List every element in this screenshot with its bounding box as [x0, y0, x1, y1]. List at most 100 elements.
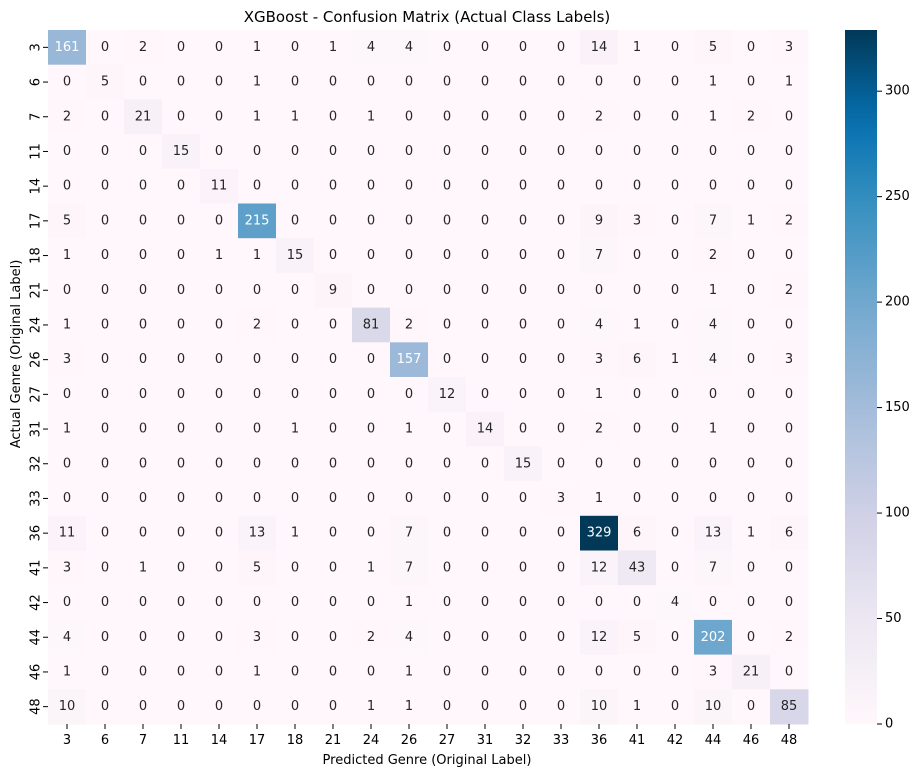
heatmap-cell — [276, 30, 315, 66]
cell-value: 0 — [481, 213, 489, 228]
y-tick-label: 17 — [29, 213, 44, 230]
cell-value: 3 — [557, 491, 565, 506]
heatmap-cell — [656, 307, 695, 343]
cell-value: 0 — [481, 179, 489, 194]
heatmap-cell — [200, 481, 239, 517]
heatmap-cell — [466, 238, 505, 274]
cell-value: 0 — [215, 40, 223, 55]
heatmap-cell — [428, 168, 467, 204]
heatmap-cell — [352, 446, 391, 482]
heatmap-cell — [466, 64, 505, 100]
cell-value: 0 — [101, 630, 109, 645]
heatmap-cell — [276, 515, 315, 551]
cell-value: 0 — [215, 456, 223, 471]
cell-value: 0 — [481, 75, 489, 90]
heatmap-cell — [162, 446, 201, 482]
cell-value: 1 — [405, 595, 413, 610]
cell-value: 4 — [709, 352, 717, 367]
cell-value: 0 — [443, 109, 451, 124]
heatmap-cell — [314, 619, 353, 656]
heatmap-cell — [580, 307, 619, 343]
heatmap-cell — [770, 619, 809, 656]
cell-value: 0 — [633, 456, 641, 471]
cell-value: 0 — [481, 526, 489, 541]
heatmap-cell — [352, 377, 391, 413]
cell-value: 81 — [363, 317, 380, 332]
heatmap-cell — [124, 30, 163, 66]
heatmap-cell — [770, 99, 809, 135]
cell-value: 4 — [405, 630, 413, 645]
heatmap-cell — [504, 342, 543, 378]
heatmap-cell — [504, 481, 543, 517]
cell-value: 0 — [481, 40, 489, 55]
heatmap-cell — [124, 446, 163, 482]
cell-value: 0 — [63, 144, 71, 159]
cell-value: 0 — [557, 40, 565, 55]
heatmap-cell — [390, 377, 429, 413]
heatmap-cell — [618, 342, 657, 378]
cell-value: 0 — [291, 630, 299, 645]
cell-value: 1 — [291, 109, 299, 124]
heatmap-cell — [466, 585, 505, 621]
heatmap-cell — [200, 134, 239, 170]
heatmap-cell — [86, 619, 125, 656]
cell-value: 0 — [177, 352, 185, 367]
y-tick-label: 18 — [29, 247, 44, 264]
cell-value: 0 — [443, 664, 451, 679]
heatmap-cell — [390, 30, 429, 66]
cell-value: 0 — [329, 422, 337, 437]
heatmap-cell — [504, 134, 543, 170]
heatmap-cell — [618, 585, 657, 621]
cell-value: 0 — [101, 352, 109, 367]
heatmap-cell — [732, 654, 771, 690]
heatmap-cell — [162, 272, 201, 309]
cell-value: 0 — [139, 179, 147, 194]
heatmap-cell — [352, 134, 391, 170]
heatmap-cell — [314, 481, 353, 517]
heatmap-cell — [732, 585, 771, 621]
heatmap-cell — [428, 134, 467, 170]
cell-value: 0 — [443, 248, 451, 263]
cell-value: 1 — [709, 422, 717, 437]
heatmap-cell — [466, 481, 505, 517]
heatmap-cell — [314, 99, 353, 135]
heatmap-cell — [732, 64, 771, 100]
heatmap-cell — [542, 272, 581, 309]
heatmap-cell — [504, 515, 543, 551]
heatmap-cell — [618, 238, 657, 274]
cell-value: 12 — [439, 387, 456, 402]
heatmap-cell — [770, 30, 809, 66]
cell-value: 0 — [215, 144, 223, 159]
heatmap-cell — [200, 168, 239, 204]
heatmap-cell — [48, 272, 87, 309]
colorbar-tick-label: 300 — [885, 84, 910, 99]
colorbar-tick-label: 250 — [885, 189, 910, 204]
heatmap-cell — [770, 307, 809, 343]
heatmap-cell — [314, 377, 353, 413]
heatmap-cell — [314, 515, 353, 551]
heatmap-cell — [314, 64, 353, 100]
heatmap-cell — [48, 30, 87, 66]
heatmap-cell — [618, 272, 657, 309]
cell-value: 2 — [747, 109, 755, 124]
cell-value: 0 — [557, 699, 565, 714]
heatmap-cell — [48, 585, 87, 621]
heatmap-cell — [48, 411, 87, 447]
cell-value: 0 — [329, 699, 337, 714]
heatmap-cell — [770, 585, 809, 621]
cell-value: 0 — [709, 179, 717, 194]
cell-value: 0 — [329, 630, 337, 645]
cell-value: 0 — [519, 630, 527, 645]
heatmap-cell — [390, 64, 429, 100]
heatmap-cell — [124, 585, 163, 621]
cell-value: 0 — [747, 630, 755, 645]
heatmap-cell — [238, 446, 277, 482]
heatmap-cell — [732, 272, 771, 309]
cell-value: 6 — [633, 352, 641, 367]
heatmap-cell — [352, 550, 391, 586]
heatmap-cell — [238, 550, 277, 586]
cell-value: 4 — [367, 40, 375, 55]
cell-value: 0 — [443, 144, 451, 159]
heatmap-cell — [428, 515, 467, 551]
cell-value: 0 — [747, 352, 755, 367]
